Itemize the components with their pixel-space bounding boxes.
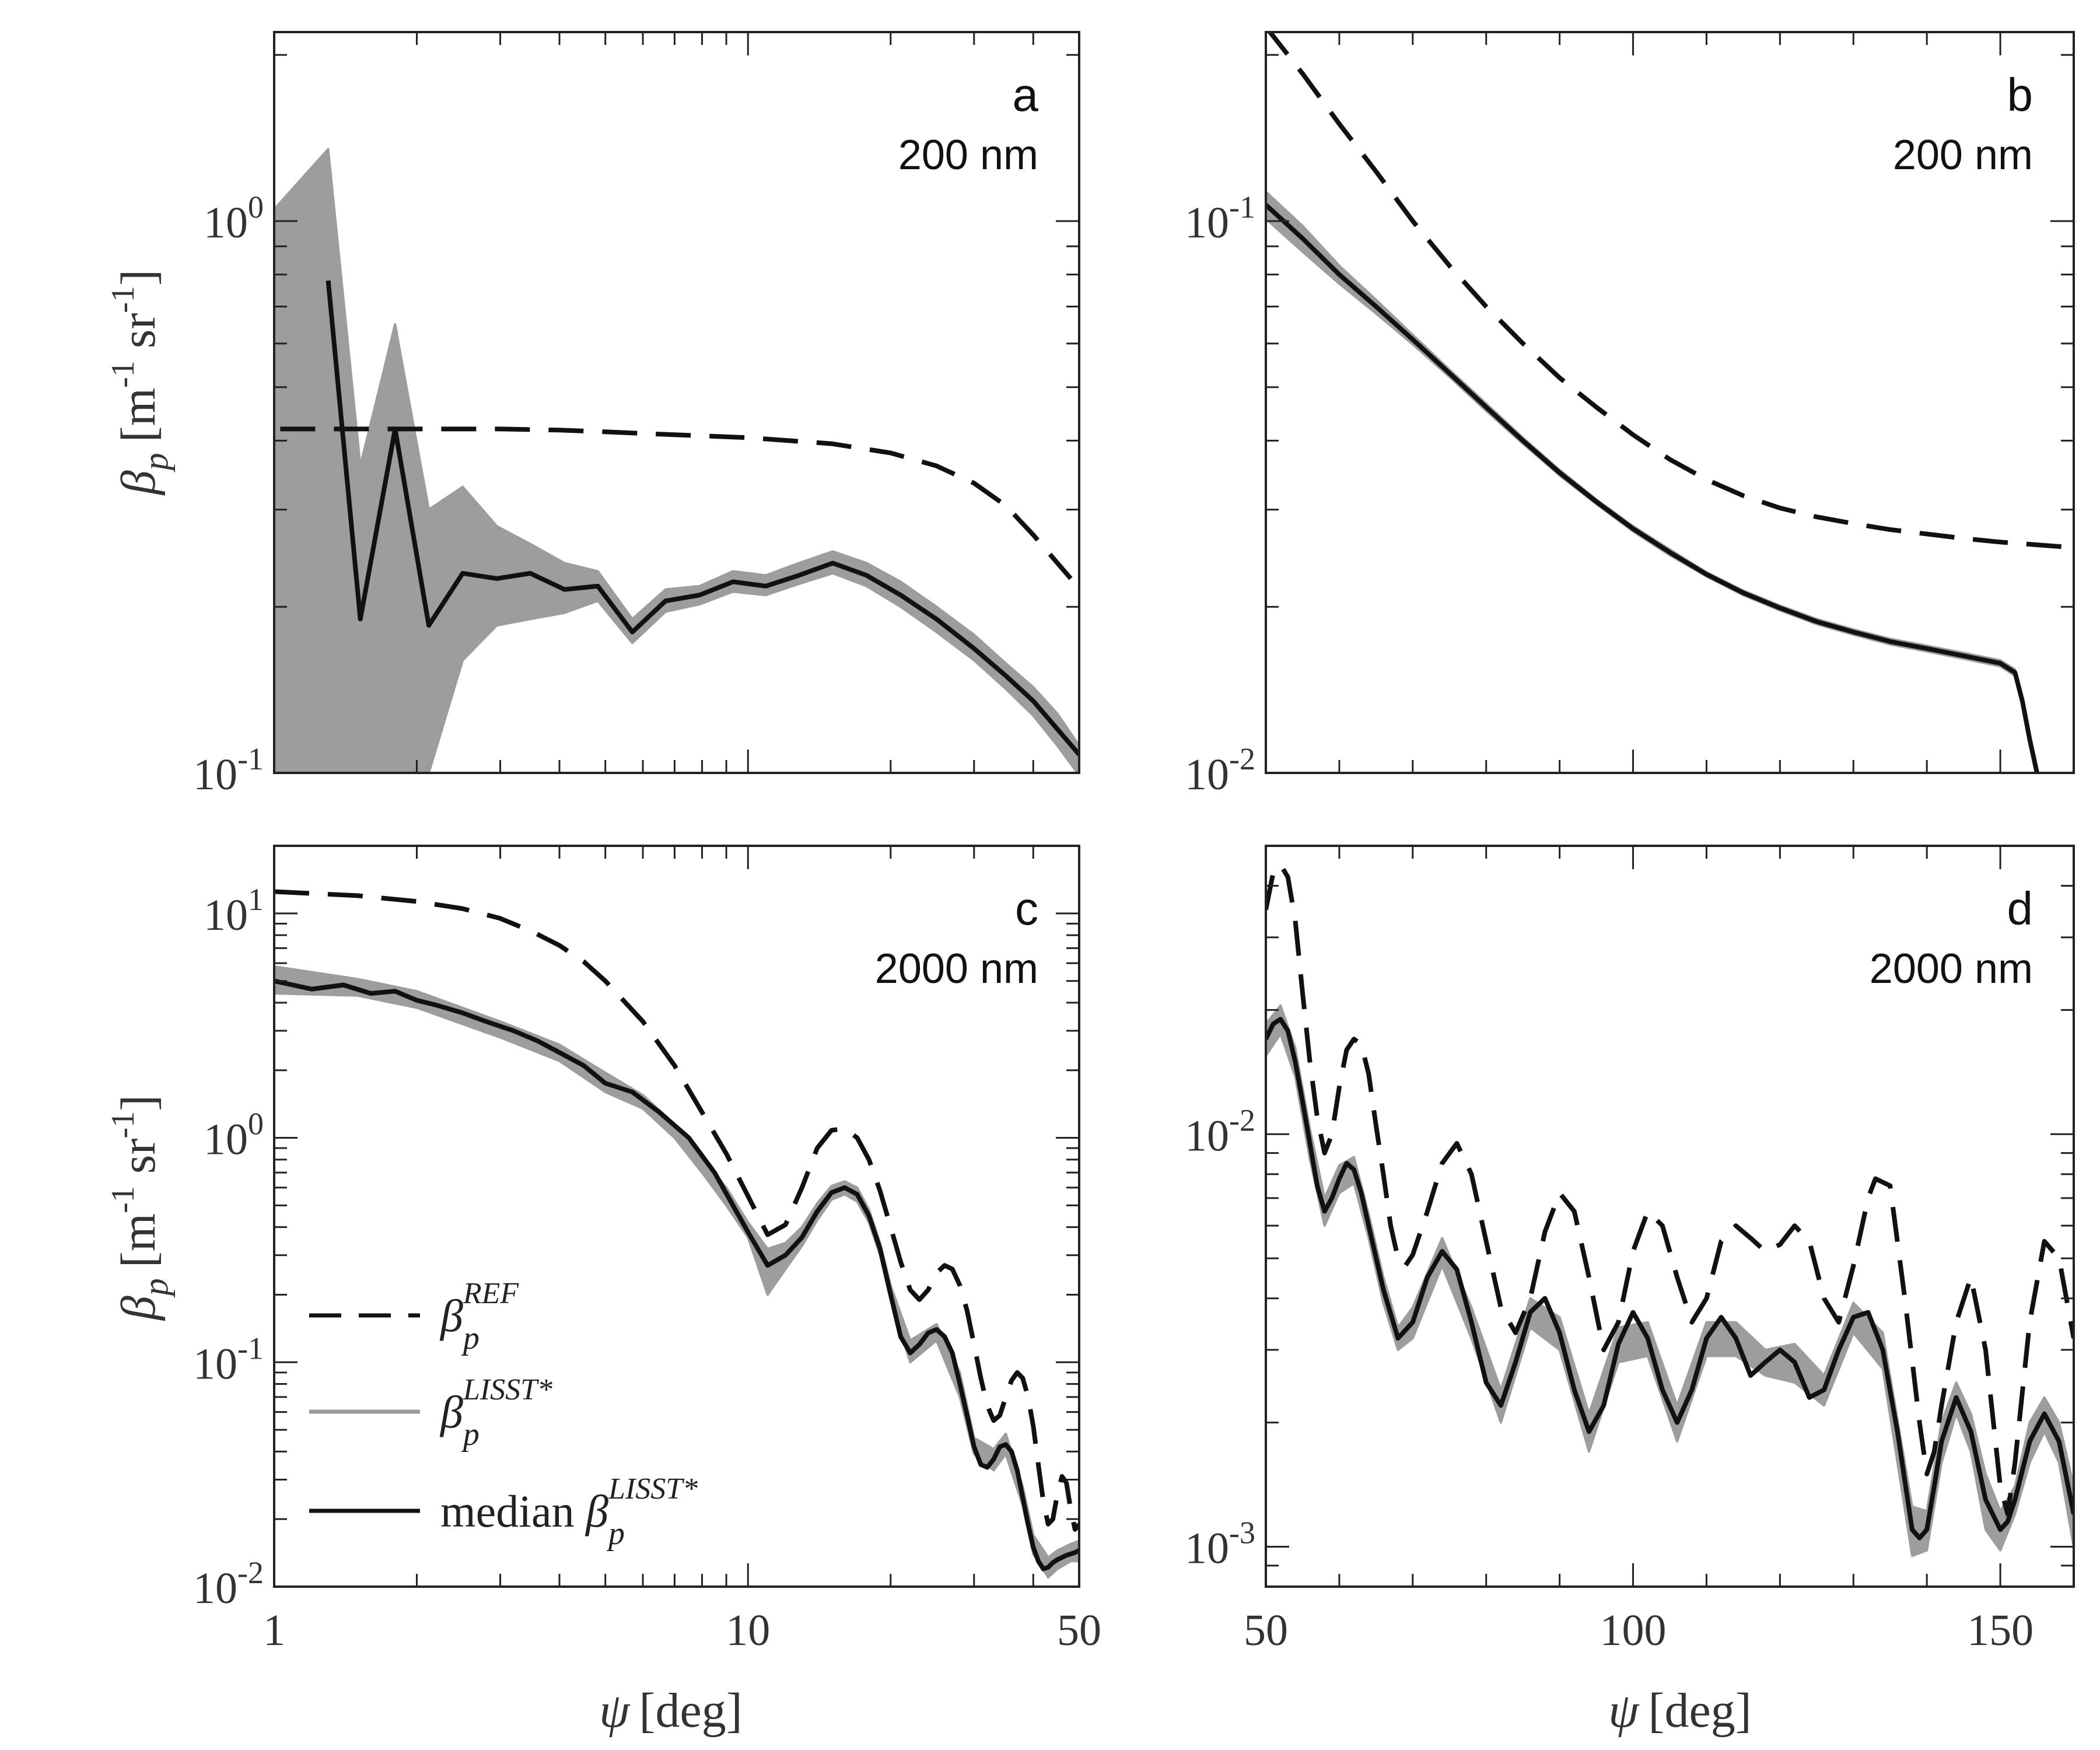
ref-series-d [1266,862,2074,1517]
ytick-label: 10-1 [193,741,264,799]
lisst-series-a [274,148,1079,773]
median-series-d [1266,1017,2074,1541]
xtick-label: 150 [1967,1606,2034,1655]
panel-b: 10-1 10-2 b 200 nm [1185,31,2075,799]
legend: βpREF βpLISST* median βpLISST* [309,1277,698,1552]
ticks-a [273,32,1080,774]
xtick-label: 10 [726,1606,770,1655]
lisst-series-b [1266,190,2038,773]
ticks-c [273,845,1080,1588]
plot-area-c [274,889,1079,1579]
lisst-series-c [274,965,1079,1579]
panel-d: 10-2 10-3 50 100 150 d 2000 nm [1185,845,2075,1655]
plot-area-d [1266,862,2074,1558]
plot-area-a [274,148,1079,773]
legend-lisst-label: βpLISST* [439,1373,552,1452]
median-series-a [326,280,1079,757]
panel-letter-b: b [2007,69,2034,121]
legend-ref-label: βpREF [439,1277,519,1356]
size-label-a: 200 nm [898,132,1038,178]
size-label-d: 2000 nm [1870,946,2033,992]
xtick-label: 50 [1244,1606,1288,1655]
ytick-label: 10-1 [1185,190,1255,247]
legend-median-label: median βpLISST* [440,1472,698,1552]
median-series-b [1266,203,2039,773]
plot-area-b [1266,32,2074,773]
x-axis-label-left: ψ [deg] [599,1684,742,1738]
panel-letter-a: a [1013,69,1039,121]
panel-letter-d: d [2007,883,2034,935]
ytick-label: 10-2 [193,1555,264,1613]
y-axis-label-bottom: βp[m-1 sr-1] [105,1095,175,1321]
lisst-series-d [1266,1004,2074,1558]
ytick-label: 10-1 [193,1331,264,1388]
size-label-b: 200 nm [1893,132,2033,178]
panel-a: 100 10-1 a 200 nm [193,31,1080,799]
panel-letter-c: c [1015,883,1038,935]
svg-text:βp[m-1 sr-1]: βp[m-1 sr-1] [105,1095,175,1321]
xtick-label: 1 [263,1606,285,1655]
axes-frame-a [273,31,1080,774]
axes-frame-d [1265,845,2075,1588]
ytick-label: 10-2 [1185,741,1255,799]
ytick-label: 10-2 [1185,1102,1255,1160]
xtick-label: 50 [1057,1606,1101,1655]
ticks-b [1265,32,2075,774]
ref-series-c [274,889,1079,1532]
x-axis-label-right: ψ [deg] [1608,1684,1751,1738]
ytick-label: 100 [204,1107,264,1164]
ref-series-b [1267,32,2074,550]
size-label-c: 2000 nm [875,946,1038,992]
ytick-label: 100 [204,190,264,247]
ytick-label: 101 [204,882,264,940]
ref-series-a [280,426,1073,580]
y-axis-label-top: βp[m-1 sr-1] [105,270,175,496]
panel-c: 101 100 10-1 10-21 10 50 c 2000 nm [193,845,1101,1655]
xtick-label: 100 [1600,1606,1667,1655]
svg-text:βp[m-1 sr-1]: βp[m-1 sr-1] [105,270,175,496]
median-series-c [274,978,1079,1572]
axes-frame-c [273,845,1080,1588]
ticks-d [1265,845,2075,1588]
axes-frame-b [1265,31,2075,774]
ytick-label: 10-3 [1185,1515,1255,1573]
